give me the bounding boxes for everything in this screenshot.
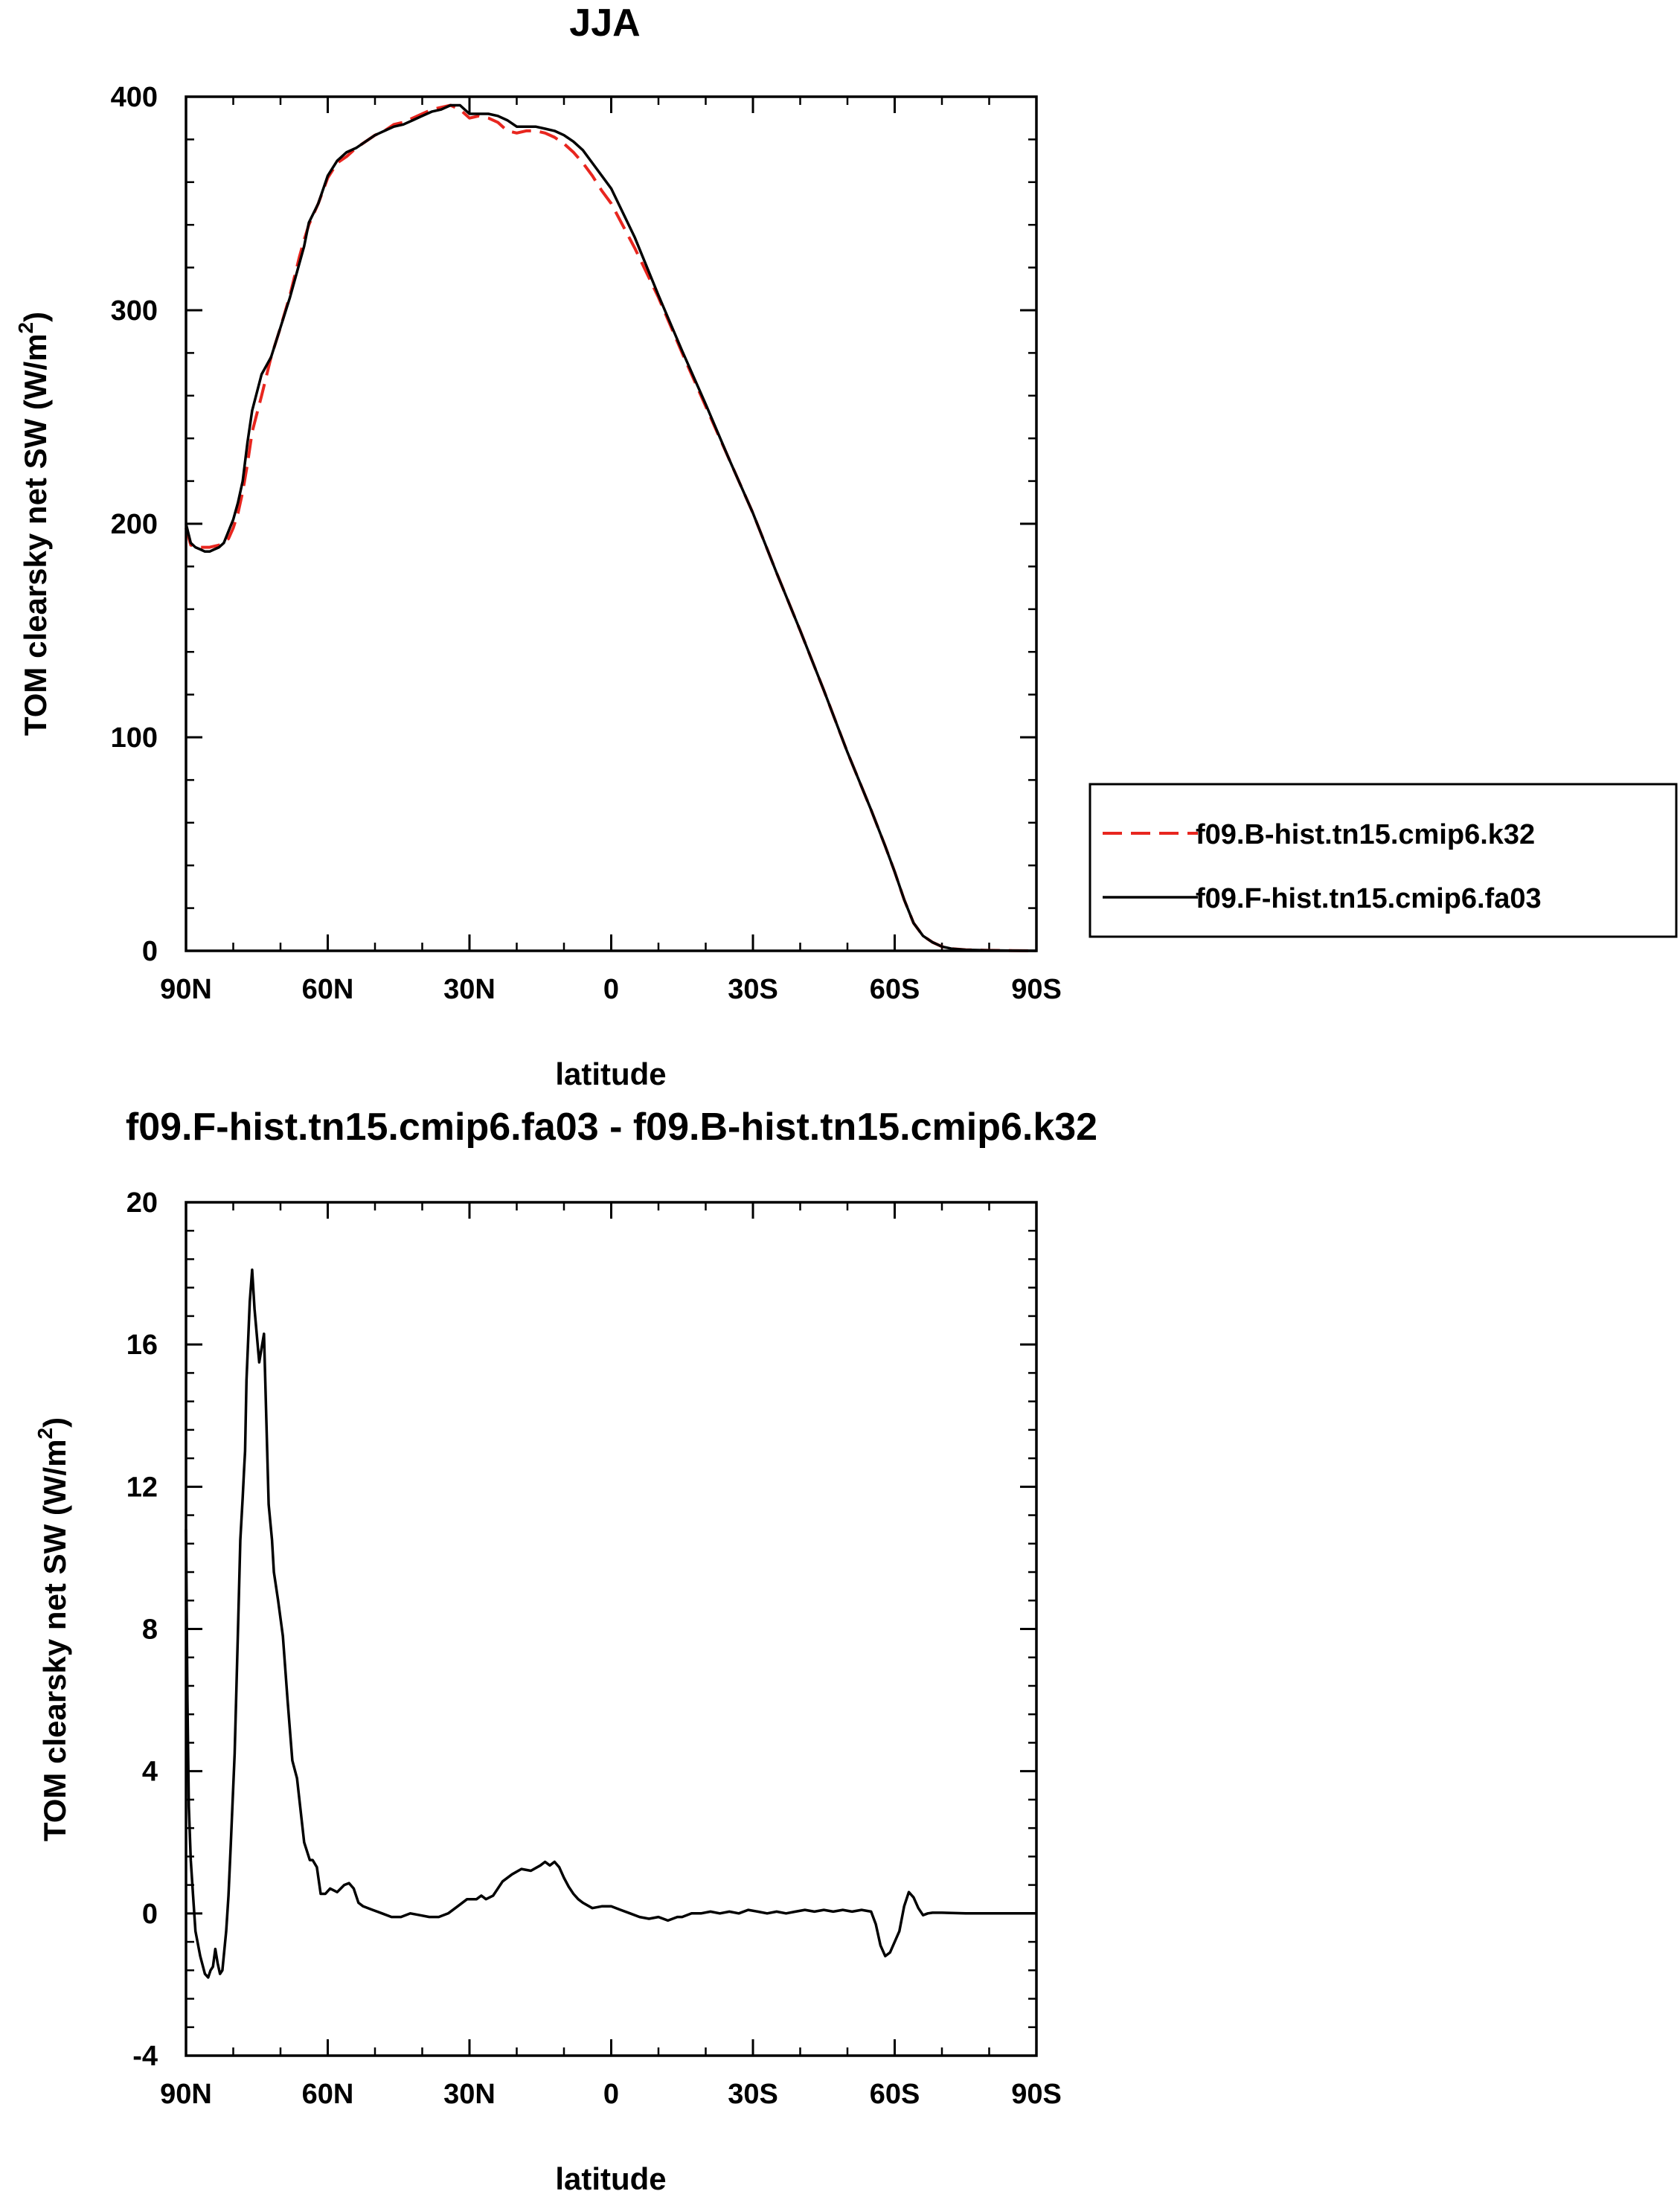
top-y-tick-label: 200 <box>111 509 158 540</box>
top-chart-title: JJA <box>569 1 640 45</box>
bottom-chart-title: f09.F-hist.tn15.cmip6.fa03 - f09.B-hist.… <box>126 1106 1097 1149</box>
bottom-y-tick-label: 12 <box>126 1472 158 1503</box>
bottom-x-tick-label: 90N <box>160 2079 212 2110</box>
top-y-tick-label: 400 <box>111 82 158 113</box>
top-x-tick-label: 60N <box>302 974 354 1005</box>
legend-box <box>1089 783 1678 938</box>
top-series-f-hist <box>185 103 1037 952</box>
top-y-tick-label: 300 <box>111 295 158 327</box>
bottom-x-tick-label: 30N <box>443 2079 496 2110</box>
top-x-tick-label: 90N <box>160 974 212 1005</box>
top-y-tick-label: 100 <box>111 722 158 754</box>
bottom-x-tick-label: 60N <box>302 2079 354 2110</box>
bottom-x-tick-label: 60S <box>870 2079 920 2110</box>
top-y-axis-label-end: ) <box>18 312 53 322</box>
top-x-tick-label: 90S <box>1011 974 1062 1005</box>
bottom-y-tick-label: 20 <box>126 1187 158 1219</box>
top-x-tick-label: 30N <box>443 974 496 1005</box>
series-line-difference <box>185 1269 1036 1979</box>
legend-label-f-hist: f09.F-hist.tn15.cmip6.fa03 <box>1196 883 1542 914</box>
bottom-y-tick-label: 16 <box>126 1330 158 1361</box>
top-panel: JJA 90N 60N 30N 0 30S 60S 90S 0 100 200 300 400 TOM… <box>14 1 1678 1091</box>
top-gridline-group: 90N 60N 30N 0 30S 60S 90S 0 100 200 300 400 <box>111 82 1062 1005</box>
bottom-y-axis-label: TOM clearsky net SW (W/m2) <box>33 1417 72 1841</box>
bottom-x-axis-label: latitude <box>555 2161 666 2196</box>
bottom-panel: f09.F-hist.tn15.cmip6.fa03 - f09.B-hist.… <box>33 1106 1097 2196</box>
bottom-x-tick-label: 0 <box>603 2079 619 2110</box>
top-y-axis-label-sup: 2 <box>14 322 37 334</box>
top-x-tick-label: 0 <box>603 974 619 1005</box>
series-line-b-hist-k32 <box>185 103 1037 952</box>
bottom-y-axis-label-end: ) <box>37 1417 72 1428</box>
bottom-series-difference <box>185 1269 1036 1979</box>
bottom-plot-frame <box>185 1201 1038 2057</box>
top-y-axis-label-main: TOM clearsky net SW (W/m <box>18 333 53 736</box>
bottom-y-tick-label: -4 <box>132 2041 158 2072</box>
bottom-tick-group: 90N 60N 30N 0 30S 60S 90S -4 0 4 8 12 16 20 <box>126 1187 1062 2110</box>
top-y-tick-label: 0 <box>142 936 158 967</box>
legend-label-b-hist: f09.B-hist.tn15.cmip6.k32 <box>1196 819 1535 850</box>
top-x-axis-label: latitude <box>555 1056 666 1091</box>
bottom-y-axis-label-main: TOM clearsky net SW (W/m <box>37 1439 72 1841</box>
top-plot-frame <box>185 95 1038 952</box>
series-line-f-hist-fa03 <box>185 103 1037 952</box>
bottom-y-axis-label-sup: 2 <box>33 1428 57 1440</box>
top-x-tick-label: 60S <box>870 974 920 1005</box>
bottom-y-tick-label: 0 <box>142 1899 158 1930</box>
legend: f09.B-hist.tn15.cmip6.k32 f09.F-hist.tn1… <box>1089 783 1678 938</box>
top-series-b-hist <box>185 103 1037 952</box>
top-y-axis-label: TOM clearsky net SW (W/m2) <box>14 312 53 736</box>
bottom-y-tick-label: 8 <box>142 1614 158 1646</box>
bottom-y-tick-label: 4 <box>142 1757 158 1788</box>
bottom-x-tick-label: 90S <box>1011 2079 1062 2110</box>
bottom-x-tick-label: 30S <box>728 2079 778 2110</box>
top-x-tick-label: 30S <box>728 974 778 1005</box>
